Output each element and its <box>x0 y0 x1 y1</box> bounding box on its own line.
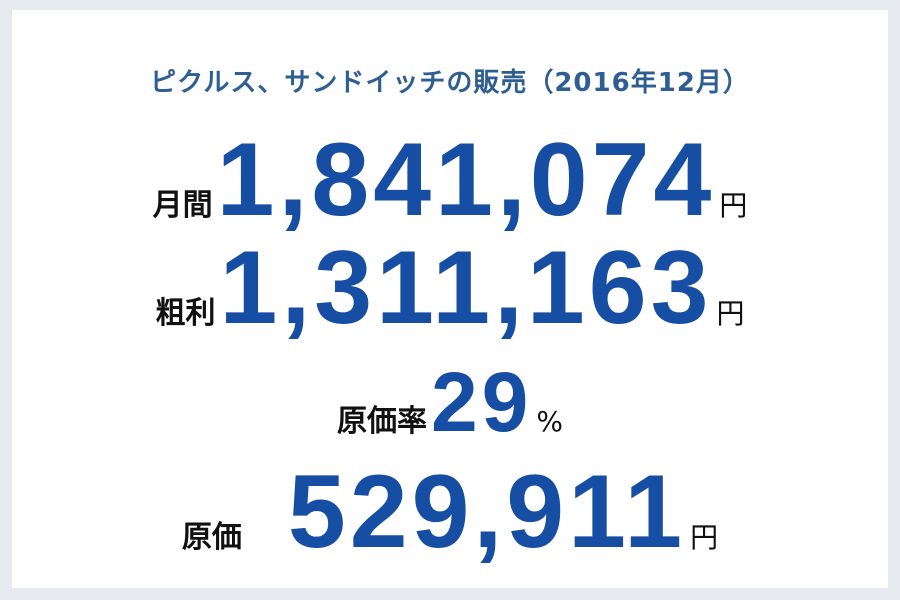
stat-row: 粗利 1,311,163 円 <box>12 236 888 340</box>
stat-unit: % <box>536 405 564 438</box>
stat-label: 原価率 <box>336 404 427 439</box>
stat-row: 原価 529,911 円 <box>12 460 888 564</box>
stat-value: 1,841,074 <box>216 122 716 238</box>
stat-label: 原価 <box>181 520 242 555</box>
stat-value: 29 <box>430 355 533 449</box>
stat-value: 529,911 <box>287 454 687 570</box>
stat-unit: 円 <box>690 521 719 554</box>
stat-label: 粗利 <box>155 296 216 331</box>
stat-value: 1,311,163 <box>219 230 713 346</box>
panel: ピクルス、サンドイッチの販売（2016年12月） 月間 1,841,074 円 … <box>12 10 888 588</box>
stat-row: 原価率 29 % <box>12 360 888 444</box>
stat-row: 月間 1,841,074 円 <box>12 128 888 232</box>
title: ピクルス、サンドイッチの販売（2016年12月） <box>150 68 750 98</box>
stat-label: 月間 <box>152 188 213 223</box>
stat-unit: 円 <box>719 189 748 222</box>
stat-unit: 円 <box>716 297 745 330</box>
